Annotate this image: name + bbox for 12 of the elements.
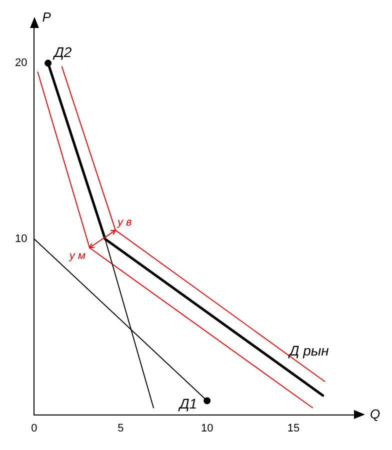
x-tick-label: 5 bbox=[118, 422, 124, 434]
x-tick-label: 15 bbox=[287, 422, 300, 434]
x-axis-title: Q bbox=[370, 406, 380, 422]
annotation: у м bbox=[68, 250, 86, 262]
x-tick-label: 0 bbox=[31, 422, 38, 434]
y-axis-title: P bbox=[42, 10, 52, 25]
series-label: Д2 bbox=[52, 44, 72, 60]
series-label: Д рын bbox=[287, 342, 330, 358]
x-tick-label: 10 bbox=[200, 422, 214, 434]
annotation: у в bbox=[116, 216, 132, 228]
series-label: Д1 bbox=[177, 396, 198, 412]
y-tick-label: 20 bbox=[14, 57, 28, 70]
